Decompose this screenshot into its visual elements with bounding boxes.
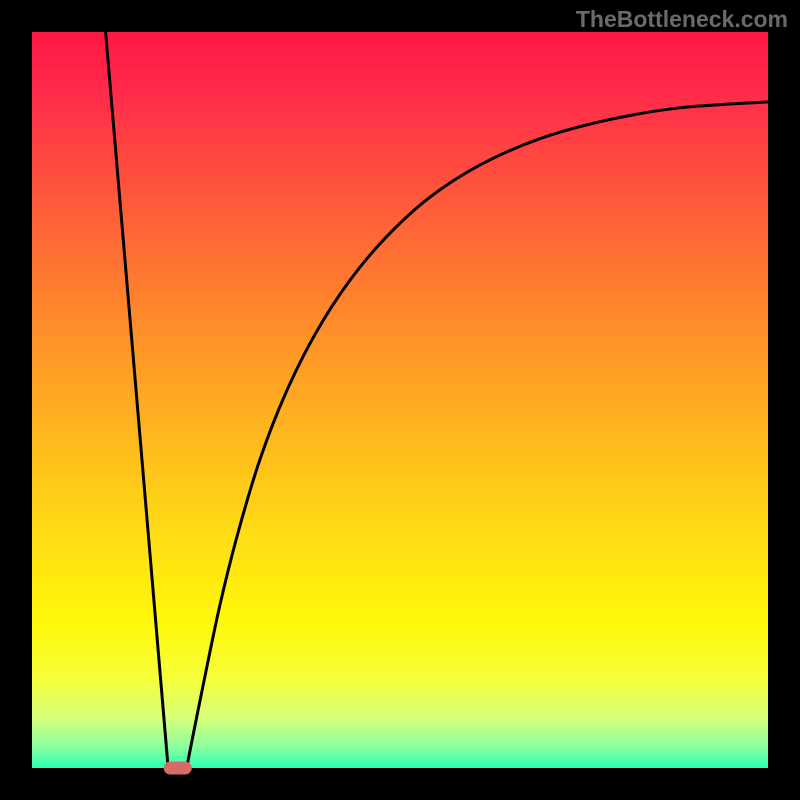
plot-gradient-background [32,32,768,768]
chart-svg [0,0,800,800]
watermark-text: TheBottleneck.com [576,6,788,33]
chart-container: TheBottleneck.com [0,0,800,800]
valley-marker [164,762,192,775]
